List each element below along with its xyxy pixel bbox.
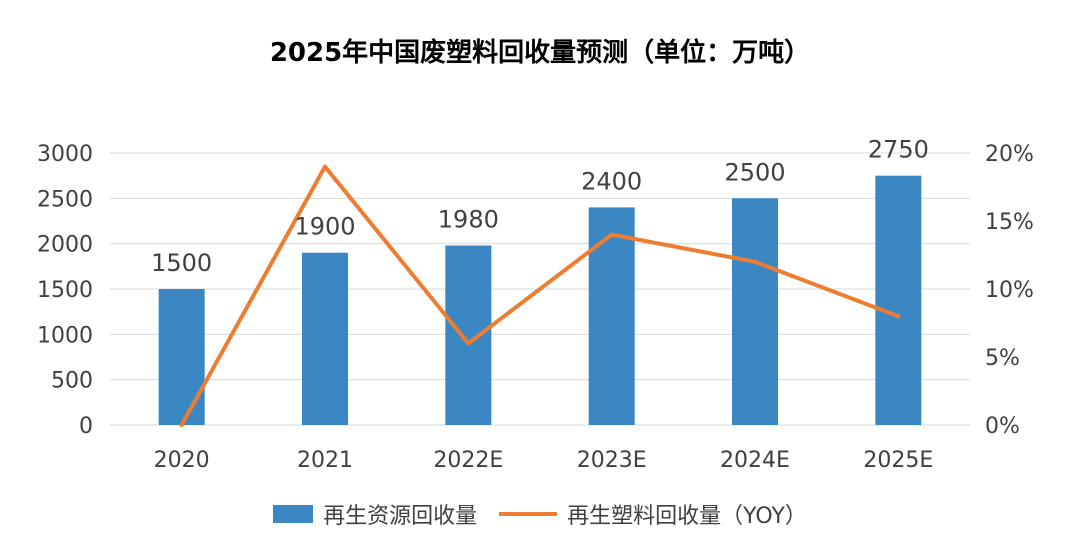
- legend-label-bar: 再生资源回收量: [323, 504, 478, 529]
- data-labels: 1500 1900 1980 2400 2500 2750: [151, 136, 929, 277]
- x-tick-label: 2025E: [863, 448, 933, 473]
- bar: [732, 198, 778, 425]
- yoy-point: [466, 341, 471, 346]
- bar: [445, 245, 492, 425]
- legend-item-bar: 再生资源回收量: [273, 498, 477, 530]
- y-left-tick-label: 2000: [37, 233, 93, 258]
- bar: [875, 175, 922, 425]
- bar-data-label: 2750: [868, 136, 929, 164]
- x-tick-label: 2020: [154, 448, 210, 473]
- legend: 再生资源回收量 再生塑料回收量（YOY）: [0, 498, 1080, 530]
- legend-label-line: 再生塑料回收量（YOY）: [567, 504, 807, 529]
- line-series: [179, 164, 901, 427]
- y-left-tick-label: 3000: [37, 142, 93, 167]
- axis-labels: 0 500 1000 1500 2000 2500 3000 0% 5% 10% 15% 20% 202…: [37, 142, 1034, 473]
- legend-item-line: 再生塑料回收量（YOY）: [499, 498, 807, 530]
- y-left-tick-label: 2500: [37, 187, 93, 212]
- yoy-point: [179, 423, 184, 427]
- bar-data-label: 2500: [724, 158, 785, 186]
- yoy-line: [179, 164, 901, 427]
- x-tick-label: 2021: [297, 448, 353, 473]
- bar: [588, 207, 635, 425]
- legend-swatch-line: [499, 512, 558, 516]
- bar-series: [158, 175, 922, 425]
- x-tick-label: 2024E: [720, 448, 790, 473]
- bar: [302, 252, 348, 425]
- y-right-tick-label: 10%: [985, 278, 1034, 303]
- y-right-tick-label: 20%: [985, 142, 1034, 167]
- yoy-point: [753, 259, 757, 264]
- y-left-tick-label: 0: [79, 414, 93, 439]
- chart-title: 2025年中国废塑料回收量预测（单位：万吨）: [269, 38, 811, 68]
- x-tick-label: 2022E: [433, 448, 503, 473]
- y-left-tick-label: 1500: [37, 278, 93, 303]
- gridlines: [110, 152, 970, 426]
- bar-data-label: 1900: [294, 213, 355, 241]
- legend-swatch-bar: [273, 505, 314, 523]
- yoy-point: [896, 314, 901, 319]
- y-left-tick-label: 500: [51, 369, 93, 394]
- bar-data-label: 1500: [151, 249, 212, 277]
- y-right-tick-label: 5%: [985, 346, 1020, 371]
- y-left-tick-label: 1000: [37, 323, 93, 348]
- y-right-tick-label: 15%: [985, 210, 1034, 235]
- yoy-point: [609, 232, 614, 237]
- yoy-point: [323, 164, 327, 169]
- bar-data-label: 1980: [438, 205, 499, 233]
- y-right-tick-label: 0%: [985, 414, 1020, 439]
- x-tick-label: 2023E: [577, 448, 647, 473]
- bar-data-label: 2400: [581, 167, 642, 195]
- bar: [158, 289, 205, 425]
